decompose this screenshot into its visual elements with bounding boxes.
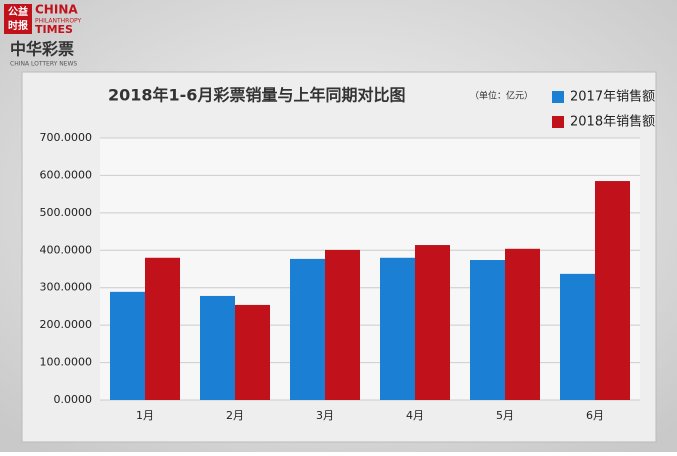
legend-swatch (552, 116, 564, 128)
logo-text: 公益 (8, 5, 28, 18)
plot-area (100, 138, 640, 400)
legend-swatch (552, 91, 564, 103)
logo-text: 时报 (8, 19, 28, 32)
logo-box (4, 4, 32, 34)
bar (200, 295, 235, 400)
chart-title: 2018年1-6月彩票销量与上年同期对比图 (108, 86, 405, 105)
brand-sub: CHINA LOTTERY NEWS (10, 61, 77, 68)
legend-label: 2017年销售额 (570, 89, 655, 105)
logo-text: PHILANTHROPY (35, 18, 82, 25)
x-tick-label: 4月 (406, 409, 424, 422)
y-tick-label: 600.0000 (40, 168, 93, 181)
x-tick-label: 1月 (136, 409, 154, 422)
bar (470, 260, 505, 400)
legend-label: 2018年销售额 (570, 114, 655, 130)
bar (290, 258, 325, 400)
x-tick-label: 3月 (316, 409, 334, 422)
y-tick-label: 400.0000 (40, 243, 93, 256)
y-tick-label: 200.0000 (40, 318, 93, 331)
bar (415, 245, 450, 400)
y-tick-label: 100.0000 (40, 356, 93, 369)
logo-text: TIMES (35, 23, 73, 36)
chart-subtitle: （单位：亿元） (470, 90, 533, 102)
logo-text: CHINA (35, 3, 78, 17)
bar (380, 257, 415, 400)
bar (235, 304, 270, 400)
x-tick-label: 6月 (586, 409, 604, 422)
bar (325, 249, 360, 400)
x-tick-label: 2月 (226, 409, 244, 422)
y-tick-label: 0.0000 (54, 393, 93, 406)
y-tick-label: 700.0000 (40, 131, 93, 144)
bar (145, 257, 180, 400)
x-tick-label: 5月 (496, 409, 514, 422)
bar (560, 273, 595, 400)
y-tick-label: 300.0000 (40, 281, 93, 294)
y-tick-label: 500.0000 (40, 206, 93, 219)
bar (110, 291, 145, 400)
bar (505, 248, 540, 400)
brand: 中华彩票 (10, 40, 74, 59)
bar (595, 181, 630, 400)
